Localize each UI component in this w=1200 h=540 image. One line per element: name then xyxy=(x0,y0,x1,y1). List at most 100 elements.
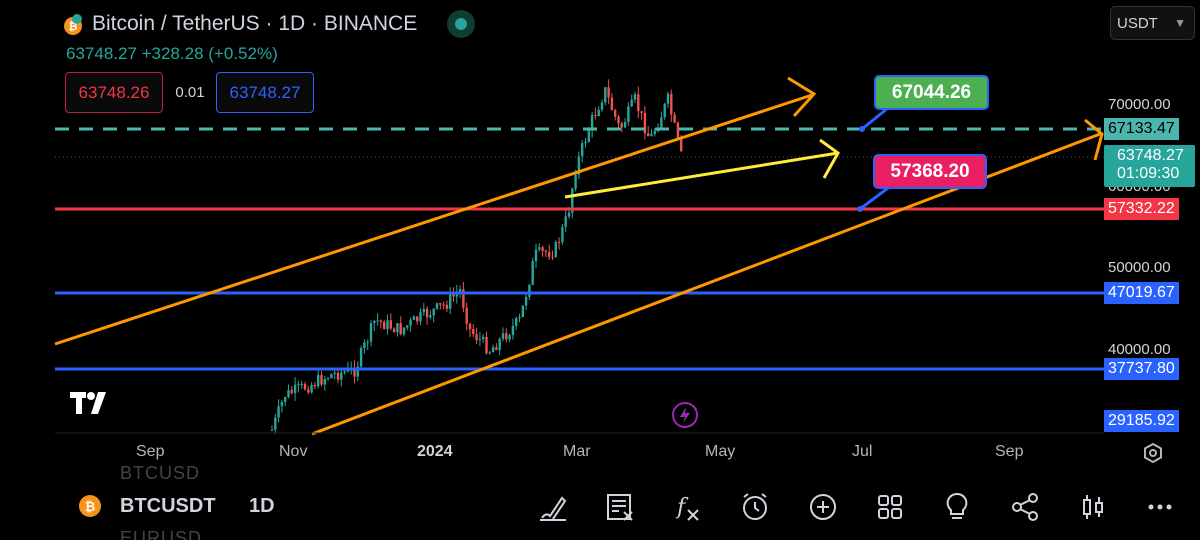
note-icon[interactable] xyxy=(603,490,637,524)
candle-body xyxy=(528,284,531,297)
candle-body xyxy=(498,338,501,351)
candle-body xyxy=(557,242,561,244)
channel-upper-arrow xyxy=(787,76,817,118)
last-price-label: 63748.27 xyxy=(1117,147,1184,164)
dashed-level-label[interactable]: 67133.47 xyxy=(1104,118,1179,140)
candle-body xyxy=(531,261,534,285)
market-open-indicator xyxy=(447,10,476,38)
candle-body xyxy=(439,303,442,305)
candle-type-icon[interactable] xyxy=(1076,490,1110,524)
yellow-trend-line xyxy=(564,151,839,199)
share-icon[interactable] xyxy=(1008,490,1042,524)
candle-body xyxy=(561,226,564,243)
draw-icon[interactable] xyxy=(536,490,570,524)
symbol-title[interactable]: Bitcoin / TetherUS · 1D · BINANCE xyxy=(92,12,418,35)
channel-lower-arrow xyxy=(1084,118,1104,161)
bitcoin-icon: ₿ xyxy=(62,13,84,35)
candle-body xyxy=(521,305,524,318)
buy-button[interactable]: 63748.27 xyxy=(216,72,314,113)
time-tick: Sep xyxy=(136,443,165,460)
add-icon[interactable] xyxy=(806,490,840,524)
candle-body xyxy=(280,402,284,407)
last-price-badge: 63748.27 01:09:30 xyxy=(1104,145,1195,187)
candle-body xyxy=(666,93,670,104)
candle-body xyxy=(630,99,633,107)
candle-body xyxy=(293,384,297,394)
candle-body xyxy=(452,294,455,297)
flash-icon[interactable] xyxy=(670,400,700,430)
candle-body xyxy=(515,317,518,326)
yellow-trend-arrow xyxy=(819,138,840,179)
interval-selector[interactable]: 1D xyxy=(249,495,275,517)
candle-body xyxy=(363,342,366,349)
candle-body xyxy=(534,249,538,262)
candle-body xyxy=(406,325,409,328)
candle-body xyxy=(653,131,656,135)
candle-body xyxy=(571,188,574,213)
currency-select[interactable]: USDT ▼ xyxy=(1110,6,1195,40)
candle-body xyxy=(472,329,475,335)
candle-body xyxy=(607,87,610,98)
chart-canvas[interactable] xyxy=(0,0,1200,476)
candle-body xyxy=(274,417,277,430)
candle-body xyxy=(511,325,515,336)
time-tick: Nov xyxy=(279,443,308,460)
bar-countdown: 01:09:30 xyxy=(1117,165,1180,182)
candle-body xyxy=(590,115,594,131)
candle-body xyxy=(389,320,392,329)
sell-button[interactable]: 63748.26 xyxy=(65,72,163,113)
settings-icon[interactable] xyxy=(1142,442,1164,464)
layout-icon[interactable] xyxy=(873,490,907,524)
candle-body xyxy=(491,347,495,353)
symbol-selector[interactable]: BTCUSDT xyxy=(120,495,216,517)
blue-level-label-1[interactable]: 47019.67 xyxy=(1104,282,1179,304)
candle-body xyxy=(435,303,439,309)
candle-body xyxy=(307,389,310,393)
candle-body xyxy=(290,389,293,394)
candle-body xyxy=(468,323,472,330)
candle-body xyxy=(396,323,399,333)
green-price-tag[interactable]: 67044.26 xyxy=(874,75,989,110)
candle-body xyxy=(366,341,369,343)
more-icon[interactable] xyxy=(1143,490,1177,524)
candle-body xyxy=(429,315,432,318)
red-level-label[interactable]: 57332.22 xyxy=(1104,198,1179,220)
blue-level-label-2[interactable]: 37737.80 xyxy=(1104,358,1179,380)
tradingview-logo xyxy=(68,388,118,418)
chevron-down-icon: ▼ xyxy=(1174,16,1186,30)
channel-upper-line xyxy=(54,93,813,346)
green-tag-pointer xyxy=(861,106,889,131)
candle-body xyxy=(617,116,620,124)
candle-body xyxy=(369,323,373,342)
candle-body xyxy=(445,304,449,309)
candle-body xyxy=(524,296,528,306)
idea-icon[interactable] xyxy=(940,490,974,524)
indicator-icon[interactable]: f xyxy=(670,490,704,524)
candle-body xyxy=(637,94,640,112)
candle-body xyxy=(376,320,379,322)
time-tick: Sep xyxy=(995,443,1024,460)
candle-body xyxy=(458,289,462,293)
candle-body xyxy=(465,307,468,324)
candle-body xyxy=(402,327,406,335)
alert-icon[interactable] xyxy=(738,490,772,524)
candle-body xyxy=(495,347,498,351)
candle-body xyxy=(455,292,458,297)
chart-header: ₿ Bitcoin / TetherUS · 1D · BINANCE xyxy=(62,10,476,38)
candle-body xyxy=(326,378,330,380)
bottom-level-label[interactable]: 29185.92 xyxy=(1104,410,1179,432)
candle-body xyxy=(584,141,587,144)
candle-body xyxy=(270,429,274,431)
price-tick: 50000.00 xyxy=(1108,259,1171,276)
pink-price-tag[interactable]: 57368.20 xyxy=(873,154,987,189)
candle-body xyxy=(673,114,676,123)
candle-body xyxy=(554,242,557,257)
candle-body xyxy=(287,389,290,398)
candle-body xyxy=(660,117,663,129)
candle-body xyxy=(676,122,680,138)
candle-body xyxy=(399,323,402,335)
candle-body xyxy=(633,94,637,100)
price-tick: 70000.00 xyxy=(1108,96,1171,113)
candle-body xyxy=(640,111,643,113)
candle-body xyxy=(317,375,320,387)
